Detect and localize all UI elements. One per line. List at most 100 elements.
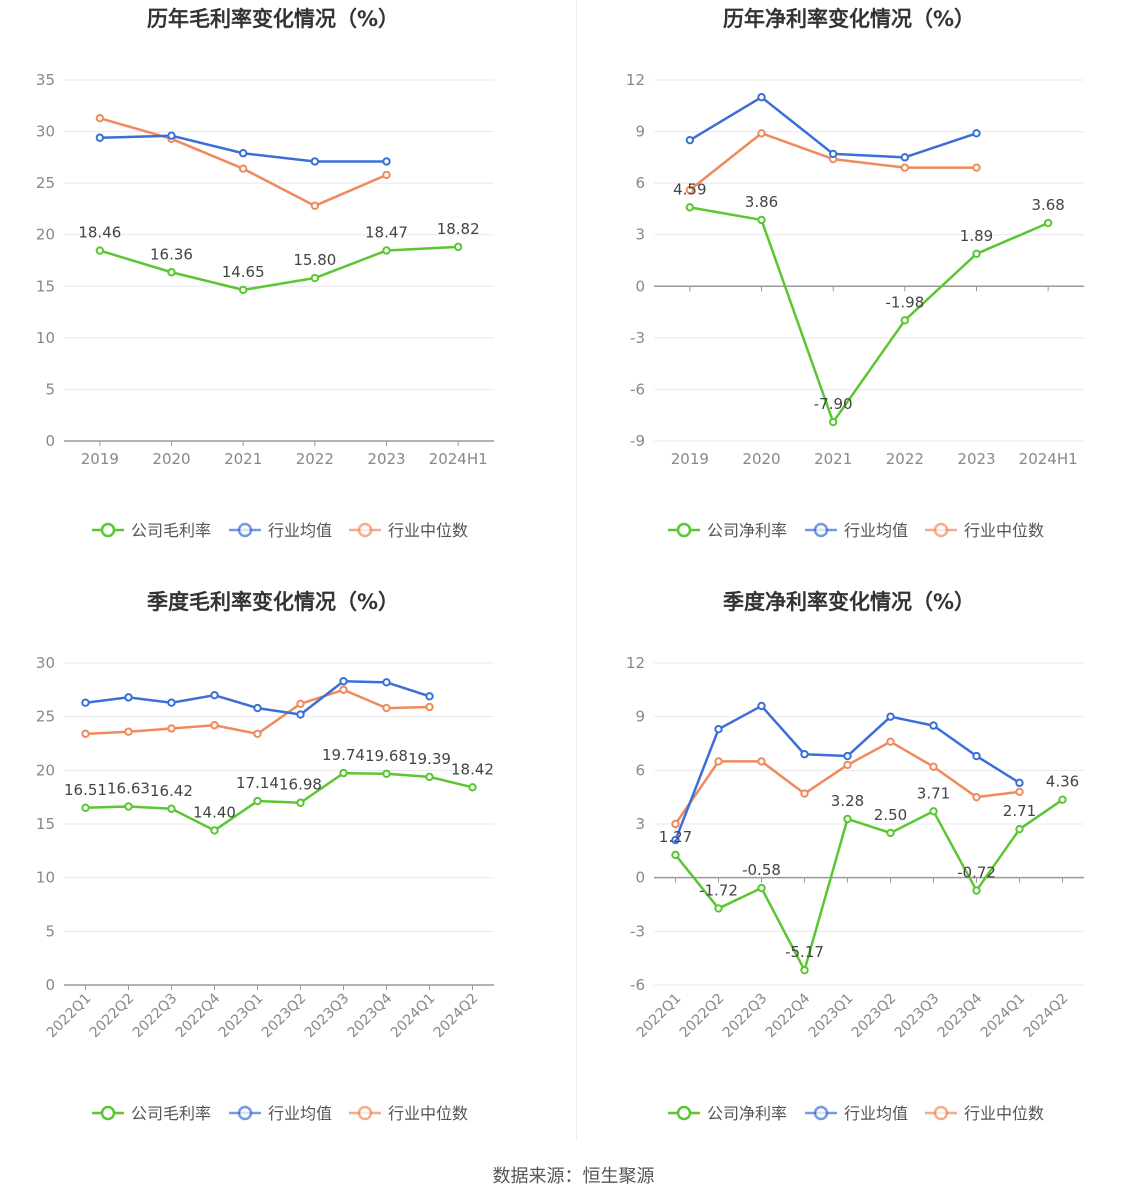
data-point[interactable] [124, 693, 133, 702]
data-point[interactable] [124, 802, 133, 811]
data-point[interactable] [425, 702, 434, 712]
data-point[interactable] [972, 792, 981, 802]
legend-item[interactable]: 行业中位数 [925, 1104, 1044, 1123]
legend-item[interactable]: 行业均值 [805, 521, 908, 540]
data-point[interactable] [757, 757, 766, 766]
data-point[interactable] [757, 701, 766, 711]
data-point[interactable] [425, 692, 434, 701]
data-point[interactable] [886, 737, 895, 746]
data-point[interactable] [972, 249, 981, 258]
data-point[interactable] [828, 417, 838, 427]
data-point[interactable] [843, 751, 852, 761]
data-point[interactable] [339, 768, 348, 778]
data-point[interactable] [167, 804, 176, 813]
data-point[interactable] [929, 762, 938, 771]
data-point[interactable] [296, 699, 305, 708]
legend-item[interactable]: 公司净利率 [668, 521, 787, 540]
data-point[interactable] [210, 721, 219, 730]
data-point[interactable] [253, 703, 262, 713]
data-point[interactable] [81, 698, 90, 707]
data-point[interactable] [167, 698, 176, 707]
data-point[interactable] [757, 883, 766, 893]
data-point[interactable] [310, 273, 320, 283]
data-point[interactable] [238, 285, 248, 295]
legend-item[interactable]: 公司净利率 [668, 1104, 787, 1123]
data-point[interactable] [900, 316, 910, 325]
data-point[interactable] [900, 153, 910, 162]
data-point[interactable] [167, 131, 176, 140]
data-point[interactable] [296, 798, 305, 807]
data-point[interactable] [382, 703, 391, 713]
data-point[interactable] [95, 246, 105, 255]
data-point[interactable] [382, 246, 391, 255]
data-point[interactable] [339, 685, 348, 695]
chart-quarterly-net-margin: 季度净利率变化情况（%） -6 -3 0 3 6 9 12 2022Q1 2022Q2 2022Q3… [576, 583, 1147, 1163]
data-point[interactable] [382, 678, 391, 687]
data-point[interactable] [714, 724, 723, 734]
data-label: 3.86 [745, 193, 778, 211]
data-point[interactable] [310, 201, 320, 211]
data-point[interactable] [253, 729, 262, 739]
data-point[interactable] [238, 164, 248, 173]
legend-item[interactable]: 行业中位数 [349, 1104, 468, 1123]
legend-item[interactable]: 行业均值 [805, 1104, 908, 1123]
data-point[interactable] [929, 807, 938, 816]
data-point[interactable] [900, 163, 910, 172]
data-point[interactable] [886, 712, 895, 721]
data-point[interactable] [339, 677, 348, 686]
data-point[interactable] [800, 965, 809, 975]
data-point[interactable] [828, 149, 838, 159]
data-point[interactable] [468, 783, 477, 792]
data-point[interactable] [714, 757, 723, 766]
data-point[interactable] [425, 772, 434, 782]
data-point[interactable] [800, 789, 809, 798]
data-point[interactable] [972, 129, 981, 138]
data-point[interactable] [671, 850, 680, 860]
data-point[interactable] [929, 721, 938, 730]
data-point[interactable] [972, 886, 981, 895]
legend-item[interactable]: 公司毛利率 [92, 1104, 211, 1123]
data-point[interactable] [685, 185, 695, 195]
data-point[interactable] [310, 157, 320, 166]
data-point[interactable] [1015, 778, 1024, 788]
data-point[interactable] [757, 92, 766, 102]
data-point[interactable] [453, 242, 463, 252]
data-point[interactable] [800, 750, 809, 759]
data-point[interactable] [685, 135, 695, 145]
legend-item[interactable]: 行业均值 [229, 1104, 332, 1123]
data-point[interactable] [685, 203, 695, 212]
data-point[interactable] [1015, 787, 1024, 797]
data-point[interactable] [81, 729, 90, 739]
legend-item[interactable]: 行业均值 [229, 521, 332, 540]
data-point[interactable] [382, 769, 391, 778]
data-point[interactable] [210, 826, 219, 835]
data-point[interactable] [253, 796, 262, 806]
data-point[interactable] [167, 268, 176, 277]
data-point[interactable] [1058, 795, 1067, 804]
data-point[interactable] [210, 691, 219, 700]
data-point[interactable] [382, 157, 391, 166]
data-point[interactable] [757, 129, 766, 138]
legend-item[interactable]: 行业中位数 [349, 521, 468, 540]
data-point[interactable] [972, 163, 981, 172]
data-point[interactable] [238, 149, 248, 158]
data-point[interactable] [296, 710, 305, 719]
data-point[interactable] [757, 215, 766, 225]
data-point[interactable] [167, 724, 176, 733]
data-point[interactable] [972, 751, 981, 761]
data-point[interactable] [843, 814, 852, 824]
data-point[interactable] [382, 170, 391, 180]
data-point[interactable] [671, 819, 680, 829]
data-point[interactable] [95, 133, 105, 142]
data-point[interactable] [1015, 824, 1024, 834]
data-point[interactable] [843, 760, 852, 770]
legend-item[interactable]: 行业中位数 [925, 521, 1044, 540]
data-point[interactable] [81, 803, 90, 812]
data-point[interactable] [886, 828, 895, 838]
data-point[interactable] [124, 727, 133, 736]
data-point[interactable] [1043, 218, 1053, 228]
data-point[interactable] [671, 835, 680, 845]
data-point[interactable] [95, 113, 105, 123]
data-point[interactable] [714, 904, 723, 913]
legend-item[interactable]: 公司毛利率 [92, 521, 211, 540]
